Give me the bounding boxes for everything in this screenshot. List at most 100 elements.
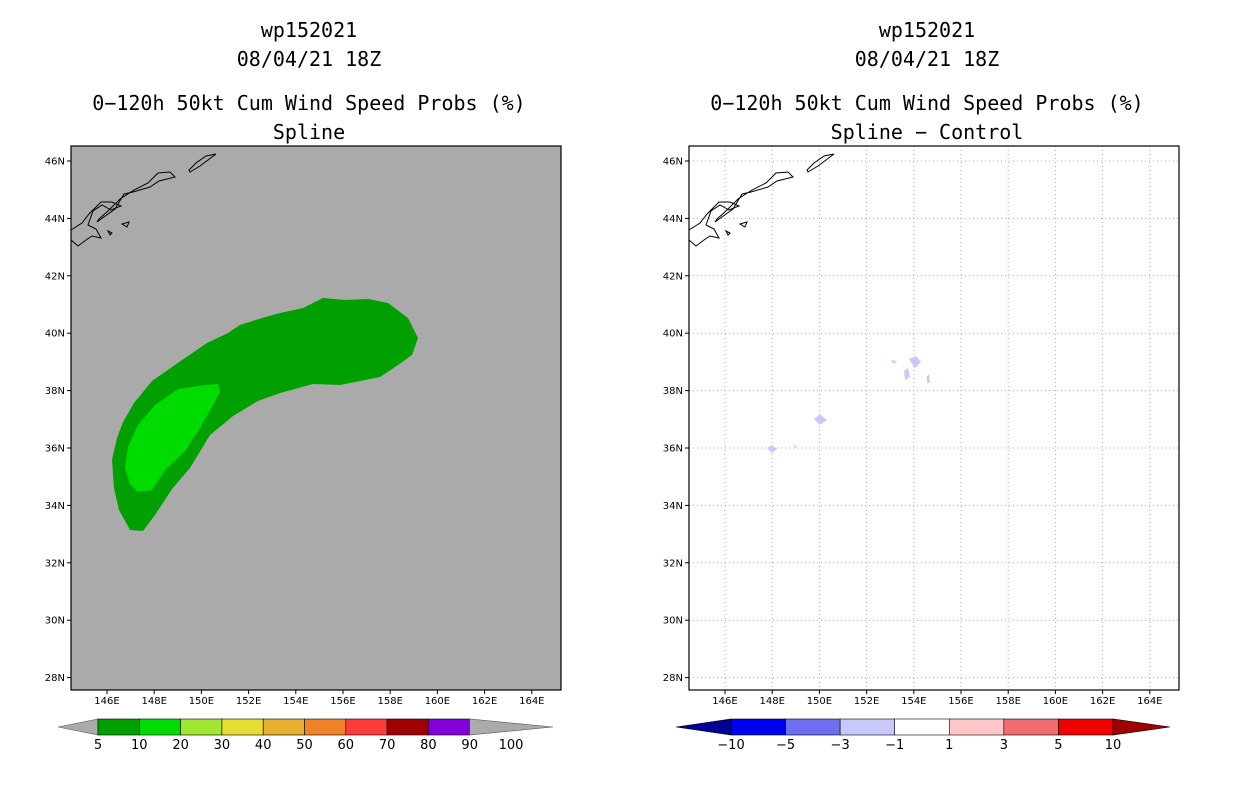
lat-label: 30N (45, 616, 65, 627)
cbar-box (386, 718, 429, 736)
cbar-label: 1 (945, 738, 953, 753)
variant-title: Spline − Control (830, 120, 1024, 144)
lat-axis: 46N 44N 42N 40N 38N 36N 34N 32N 30N 28N (45, 157, 71, 684)
cbar-under-triangle (675, 718, 732, 736)
cbar-box (262, 718, 305, 736)
cbar-label: 50 (296, 738, 313, 753)
colorbar: −10 −5 −3 −1 1 3 5 10 (675, 718, 1171, 753)
storm-id-title: wp152021 (260, 18, 358, 42)
cbar-label: 90 (461, 738, 478, 753)
diff-patch (814, 414, 827, 425)
cbar-label: 80 (420, 738, 437, 753)
cbar-label: −5 (776, 738, 795, 753)
lat-label: 42N (663, 271, 683, 282)
cbar-label: −10 (717, 738, 744, 753)
lon-label: 158E (995, 696, 1020, 707)
lon-label: 152E (236, 696, 261, 707)
cbar-over-triangle (469, 718, 554, 736)
lat-label: 44N (45, 214, 65, 225)
cbar-box (785, 718, 841, 736)
lon-axis: 146E 148E 150E 152E 154E 156E 158E 160E 162E 164E (712, 690, 1163, 707)
diff-patch (793, 445, 796, 448)
cbar-box (180, 718, 223, 736)
cbar-box (730, 718, 786, 736)
datetime-title: 08/04/21 18Z (854, 47, 1000, 71)
lat-label: 40N (45, 329, 65, 340)
cbar-box (1003, 718, 1059, 736)
lon-label: 164E (1137, 696, 1162, 707)
storm-id-title: wp152021 (878, 18, 976, 42)
lon-label: 146E (712, 696, 737, 707)
cbar-label: 10 (131, 738, 148, 753)
lat-label: 40N (663, 329, 683, 340)
cbar-box (304, 718, 347, 736)
cbar-label: 3 (1000, 738, 1008, 753)
lat-label: 30N (663, 616, 683, 627)
diff-patch (909, 356, 921, 368)
lat-label: 28N (45, 673, 65, 684)
lat-label: 32N (45, 558, 65, 569)
prob-region-10-20 (112, 298, 418, 531)
cbar-label: 20 (172, 738, 189, 753)
panel-spline: wp152021 08/04/21 18Z 0−120h 50kt Cum Wi… (45, 18, 562, 753)
difference-patches (767, 356, 930, 453)
cbar-label: 70 (379, 738, 396, 753)
diff-patch (927, 374, 930, 383)
lat-label: 38N (45, 386, 65, 397)
lon-label: 150E (807, 696, 832, 707)
lat-label: 46N (45, 157, 65, 168)
cbar-box (948, 718, 1005, 736)
diff-patch (904, 368, 910, 380)
product-title: 0−120h 50kt Cum Wind Speed Probs (%) (92, 91, 526, 115)
lon-label: 156E (948, 696, 973, 707)
lat-label: 32N (663, 558, 683, 569)
lon-label: 154E (283, 696, 308, 707)
lon-label: 152E (854, 696, 879, 707)
lat-label: 44N (663, 214, 683, 225)
map-background (689, 146, 1179, 690)
variant-title: Spline (272, 120, 346, 144)
lat-label: 34N (45, 501, 65, 512)
lat-label: 38N (663, 386, 683, 397)
lon-label: 162E (472, 696, 497, 707)
prob-region-20-30 (125, 384, 220, 492)
lat-label: 46N (663, 157, 683, 168)
cbar-box (428, 718, 470, 736)
cbar-box (839, 718, 896, 736)
cbar-box (139, 718, 181, 736)
lon-label: 158E (377, 696, 402, 707)
coastline (70, 153, 217, 247)
lon-label: 160E (425, 696, 450, 707)
cbar-over-triangle (1112, 718, 1171, 736)
cbar-under-triangle (57, 718, 99, 736)
lat-axis: 46N 44N 42N 40N 38N 36N 34N 32N 30N 28N (663, 157, 689, 684)
cbar-box (221, 718, 264, 736)
product-title: 0−120h 50kt Cum Wind Speed Probs (%) (710, 91, 1144, 115)
coastline (688, 153, 835, 247)
lat-label: 34N (663, 501, 683, 512)
diff-patch (767, 445, 777, 453)
lon-label: 150E (189, 696, 214, 707)
cbar-box (345, 718, 388, 736)
cbar-label: 30 (214, 738, 231, 753)
lat-label: 36N (45, 444, 65, 455)
lon-label: 162E (1090, 696, 1115, 707)
lon-label: 146E (94, 696, 119, 707)
lon-label: 164E (519, 696, 544, 707)
lon-label: 160E (1043, 696, 1068, 707)
map-gridlines (689, 146, 1179, 690)
cbar-label: 5 (1054, 738, 1062, 753)
lon-label: 148E (141, 696, 166, 707)
cbar-label: 10 (1105, 738, 1122, 753)
cbar-label: 5 (94, 738, 102, 753)
cbar-label: 40 (255, 738, 272, 753)
lat-label: 36N (663, 444, 683, 455)
cbar-label: −3 (831, 738, 850, 753)
cbar-box (97, 718, 140, 736)
map-frame (70, 145, 562, 691)
lon-label: 148E (759, 696, 784, 707)
colorbar: 5 10 20 30 40 50 60 70 80 90 100 (57, 718, 554, 753)
lon-axis: 146E 148E 150E 152E 154E 156E 158E 160E 162E 164E (94, 690, 545, 707)
